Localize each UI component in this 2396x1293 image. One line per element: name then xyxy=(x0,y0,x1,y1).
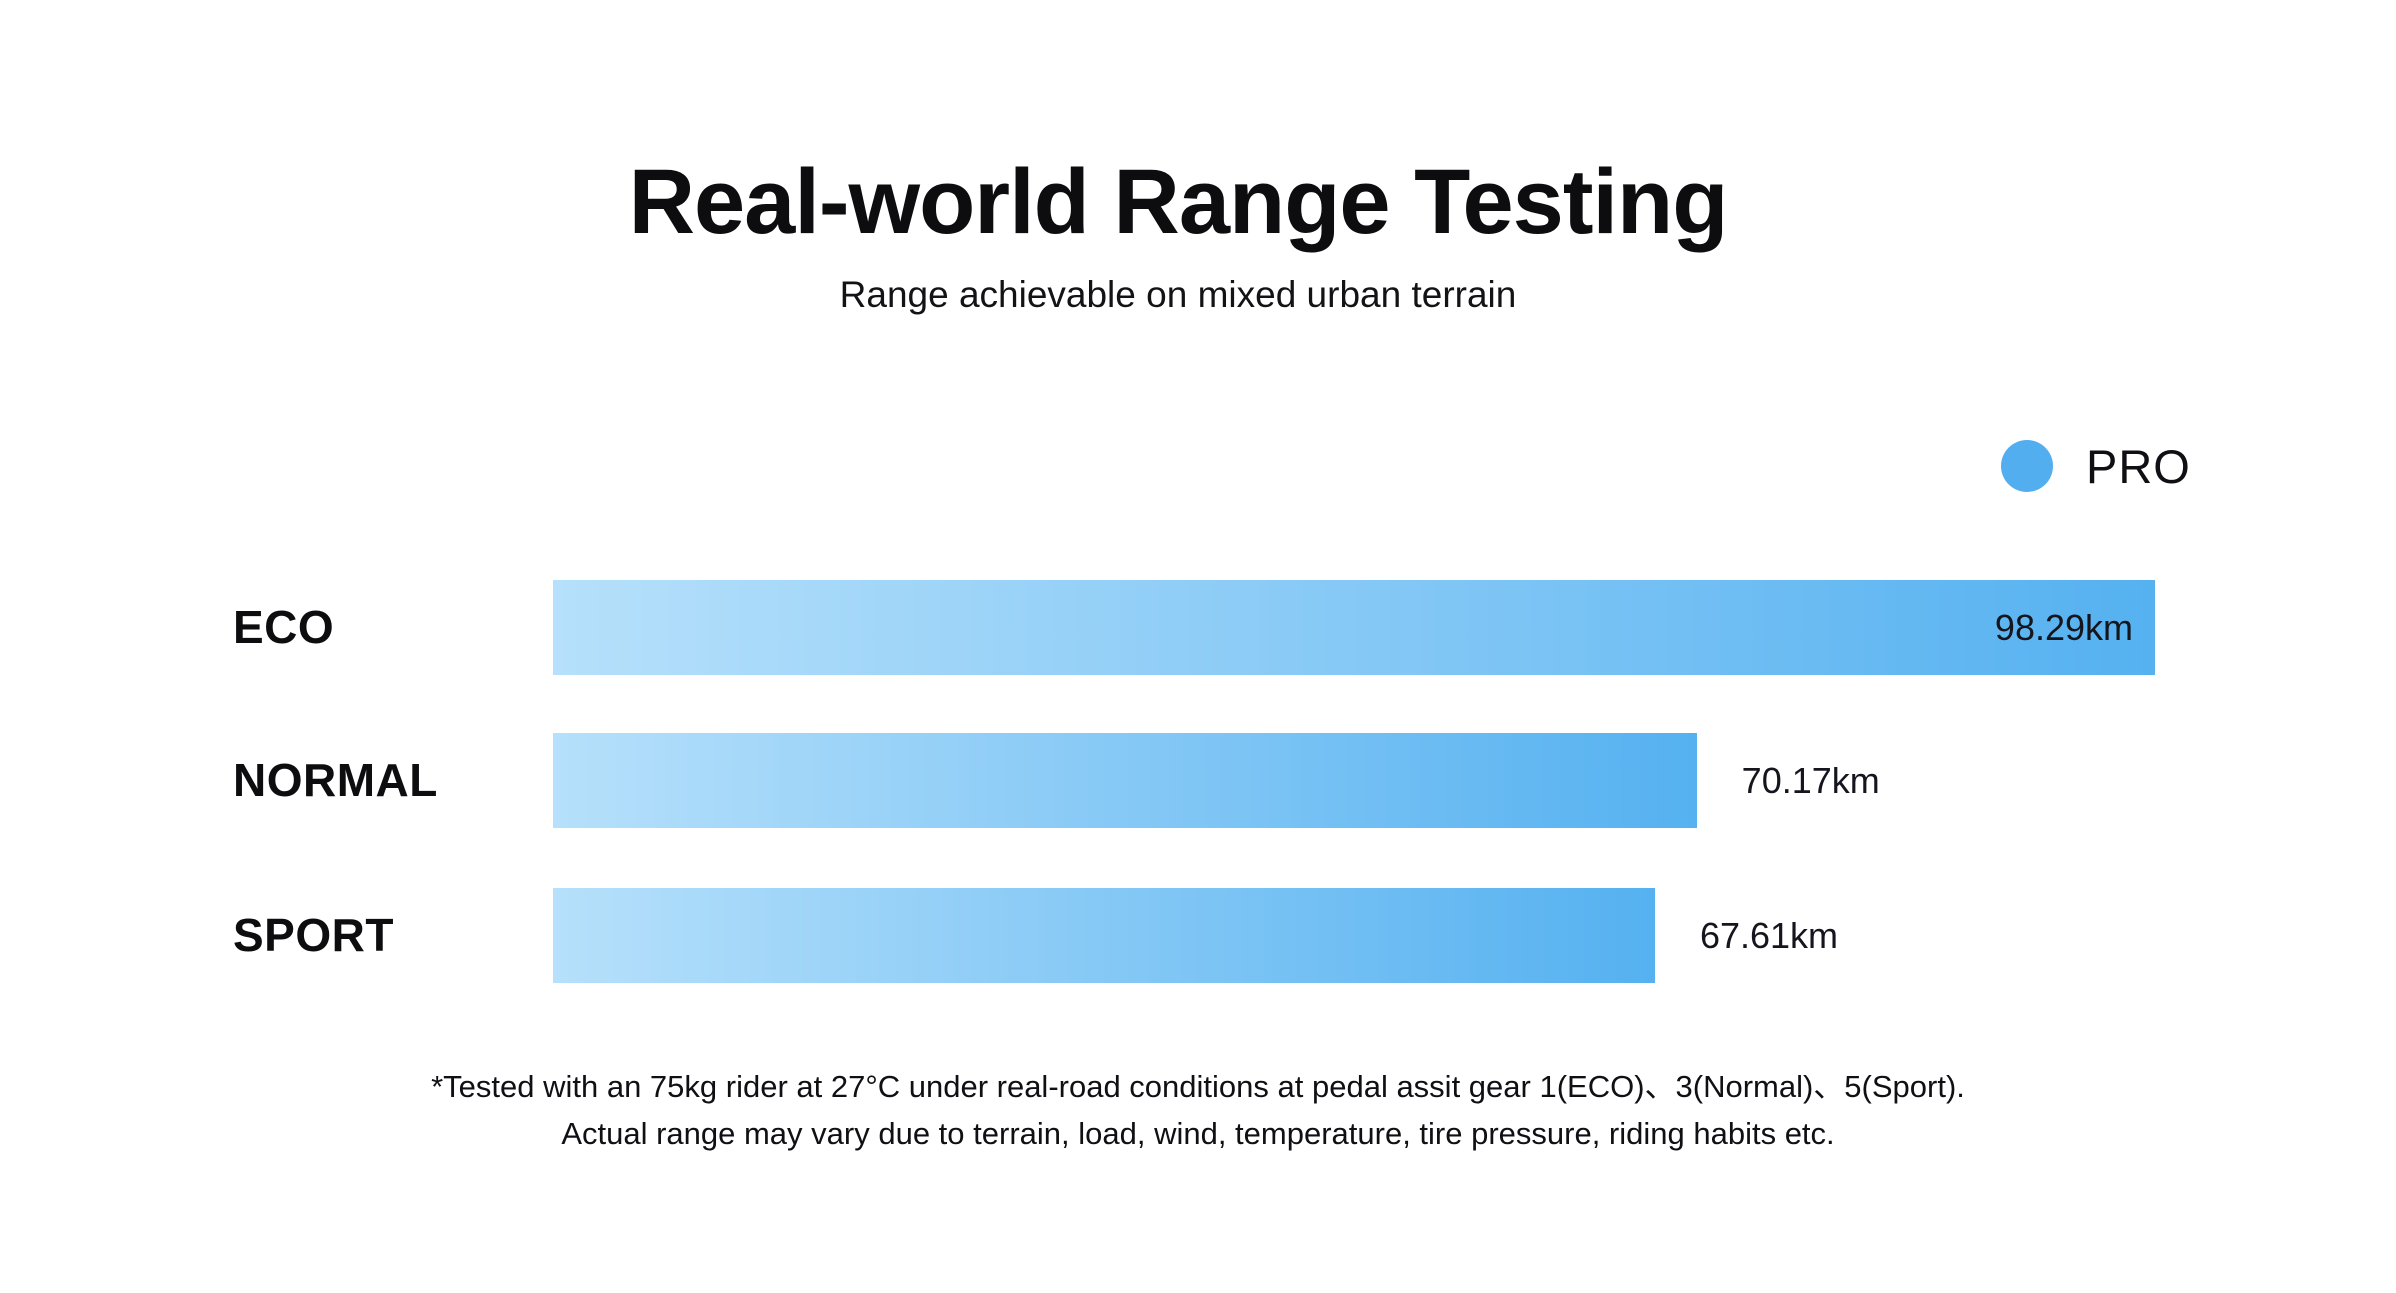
bar-sport xyxy=(553,888,1655,983)
category-label-eco: ECO xyxy=(233,601,335,653)
value-label-eco: 98.29km xyxy=(1994,607,2133,648)
category-label-sport: SPORT xyxy=(233,909,394,961)
bar-track: 70.17km xyxy=(553,733,2155,828)
footnote-line-2: Actual range may vary due to terrain, lo… xyxy=(561,1116,1835,1151)
category-label-normal: NORMAL xyxy=(233,754,438,806)
page-subtitle: Range achievable on mixed urban terrain xyxy=(839,274,1517,315)
legend-label: PRO xyxy=(2086,439,2191,493)
page-title: Real-world Range Testing xyxy=(628,151,1729,253)
bar-row-sport: SPORT 67.61km xyxy=(0,888,2396,983)
footnote: *Tested with an 75kg rider at 27°C under… xyxy=(0,1063,2396,1157)
bar-eco xyxy=(553,580,2155,675)
value-label-sport: 67.61km xyxy=(1699,915,1839,956)
bar-track: 98.29km xyxy=(553,580,2155,675)
bar-track: 67.61km xyxy=(553,888,2155,983)
bar-row-normal: NORMAL 70.17km xyxy=(0,733,2396,828)
bar-normal xyxy=(553,733,1697,828)
legend-dot-icon xyxy=(2001,440,2053,492)
value-label-normal: 70.17km xyxy=(1741,760,1880,801)
bar-row-eco: ECO 98.29km xyxy=(0,580,2396,675)
footnote-line-1: *Tested with an 75kg rider at 27°C under… xyxy=(431,1069,1965,1104)
legend: PRO xyxy=(2001,438,2191,494)
